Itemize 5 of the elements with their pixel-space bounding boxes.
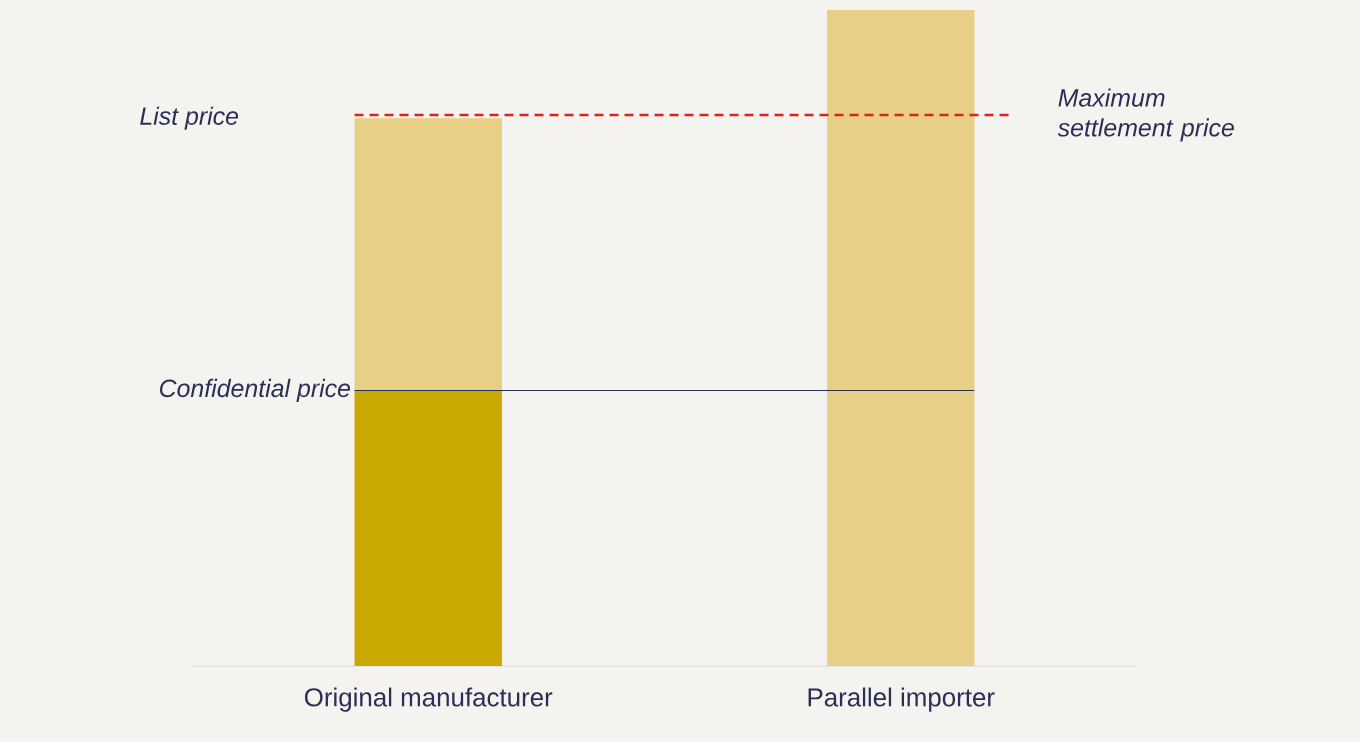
x-tick-label: Parallel importer bbox=[808, 687, 995, 712]
ref-line-label: Confidential price bbox=[159, 378, 351, 403]
x-tick-label: Original manufacturer bbox=[304, 687, 553, 712]
ref-line-label: Maximum settlement price bbox=[1057, 88, 1234, 142]
text: List price bbox=[140, 106, 239, 130]
